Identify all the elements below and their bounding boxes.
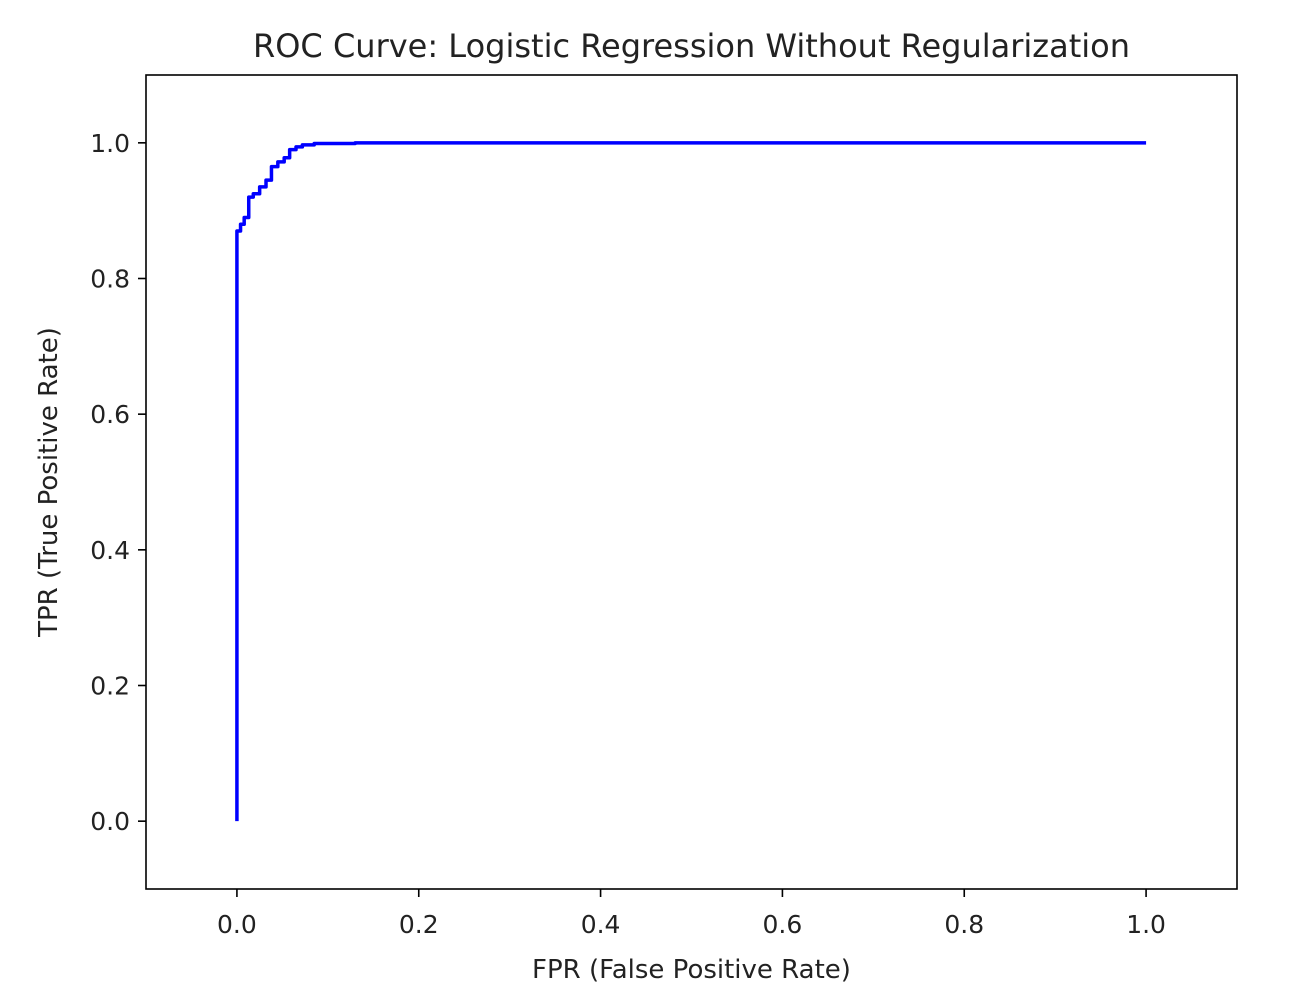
x-tick-label: 0.6: [763, 910, 803, 939]
x-axis-label: FPR (False Positive Rate): [532, 955, 851, 985]
x-tick-label: 1.0: [1126, 910, 1166, 939]
x-tick-label: 0.8: [944, 910, 984, 939]
x-axis-ticks: 0.0 0.2 0.4 0.6 0.8 1.0: [217, 889, 1166, 939]
y-tick-label: 1.0: [90, 129, 130, 158]
x-tick-label: 0.2: [399, 910, 439, 939]
y-tick-label: 0.0: [90, 807, 130, 836]
y-tick-label: 0.8: [90, 265, 130, 294]
y-axis-label: TPR (True Positive Rate): [34, 327, 64, 638]
roc-curve-line: [235, 141, 1147, 822]
chart-title: ROC Curve: Logistic Regression Without R…: [253, 27, 1130, 65]
y-tick-label: 0.4: [90, 536, 130, 565]
axes-frame: [145, 74, 1238, 890]
y-axis-ticks: 0.0 0.2 0.4 0.6 0.8 1.0: [90, 129, 146, 836]
x-tick-label: 0.0: [217, 910, 257, 939]
x-tick-label: 0.4: [581, 910, 621, 939]
y-tick-label: 0.2: [90, 672, 130, 701]
plot-area: [235, 141, 1147, 822]
y-tick-label: 0.6: [90, 400, 130, 429]
